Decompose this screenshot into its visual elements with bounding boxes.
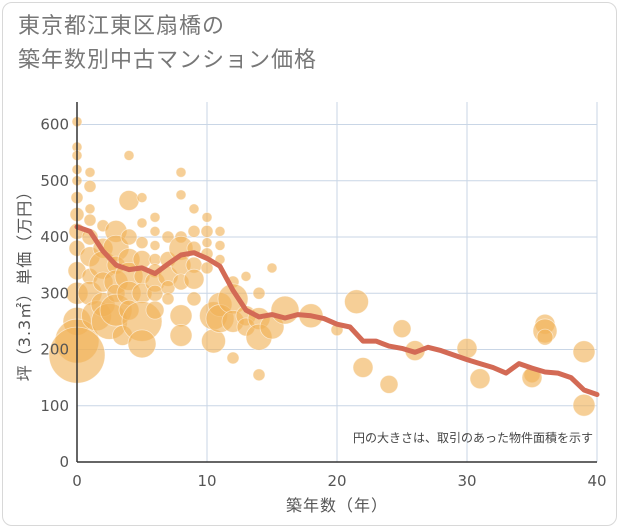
data-bubble [84,166,96,178]
data-bubble [469,368,491,390]
data-bubble [161,230,175,244]
y-tick-label: 500 [40,172,69,190]
data-bubble [352,357,374,378]
data-bubble [183,268,205,290]
data-bubble [120,228,138,246]
data-bubble [252,368,266,382]
data-bubble [135,236,149,250]
y-tick-label: 0 [59,453,69,471]
data-bubble [572,393,596,417]
trend-line [74,224,600,397]
chart-title-line-1: 東京都江東区扇橋の [18,14,226,39]
data-bubble [169,304,193,328]
data-bubble [149,225,161,237]
data-bubble [188,203,200,215]
x-tick-label: 20 [327,472,346,490]
x-tick-label: 0 [72,472,82,490]
chart-title-line-2: 築年数別中古マンション価格 [18,48,318,73]
data-bubble [83,179,97,193]
data-bubble [201,211,213,223]
y-tick-label: 200 [40,341,69,359]
y-tick-label: 100 [40,397,69,415]
data-bubble [379,374,399,394]
data-bubble [145,300,165,320]
x-tick-label: 30 [457,472,476,490]
y-axis-label: 坪（3.3㎡）単価（万円） [15,183,34,381]
data-bubble [136,217,148,229]
data-bubble [84,203,96,215]
size-note: 円の大きさは、取引のあった物件面積を示す [353,430,593,445]
bubble-layer [48,116,596,417]
data-bubble [149,211,161,223]
x-axis-ticks: 0 10 20 30 40 [72,472,606,490]
x-axis-label: 築年数（年） [286,496,388,515]
data-bubble [200,261,214,275]
data-bubble [200,224,214,238]
data-bubble [187,224,201,238]
chart-title: 東京都江東区扇橋の 築年数別中古マンション価格 [18,10,518,78]
y-tick-label: 600 [40,116,69,134]
data-bubble [201,237,213,249]
data-bubble [214,225,226,237]
data-bubble [344,289,369,315]
data-bubble [161,292,175,306]
y-axis-ticks: 0 100 200 300 400 500 600 [40,116,69,472]
y-tick-label: 400 [40,228,69,246]
data-bubble [118,190,140,211]
data-bubble [572,340,596,364]
data-bubble [536,328,554,346]
x-tick-label: 40 [587,472,606,490]
x-tick-label: 10 [197,472,216,490]
data-bubble [240,270,252,282]
data-bubble [136,192,148,204]
data-bubble [252,286,266,300]
data-bubble [392,319,412,339]
data-bubble [149,240,161,251]
data-bubble [169,324,193,347]
data-bubble [186,291,202,307]
data-bubble [146,284,164,302]
data-bubble [175,166,187,178]
data-bubble [266,262,278,274]
y-tick-label: 300 [40,284,69,302]
data-bubble [127,329,157,359]
data-bubble [123,150,135,161]
data-bubble [214,240,226,251]
data-bubble [226,351,240,365]
data-bubble [83,213,97,227]
data-bubble [175,189,187,201]
